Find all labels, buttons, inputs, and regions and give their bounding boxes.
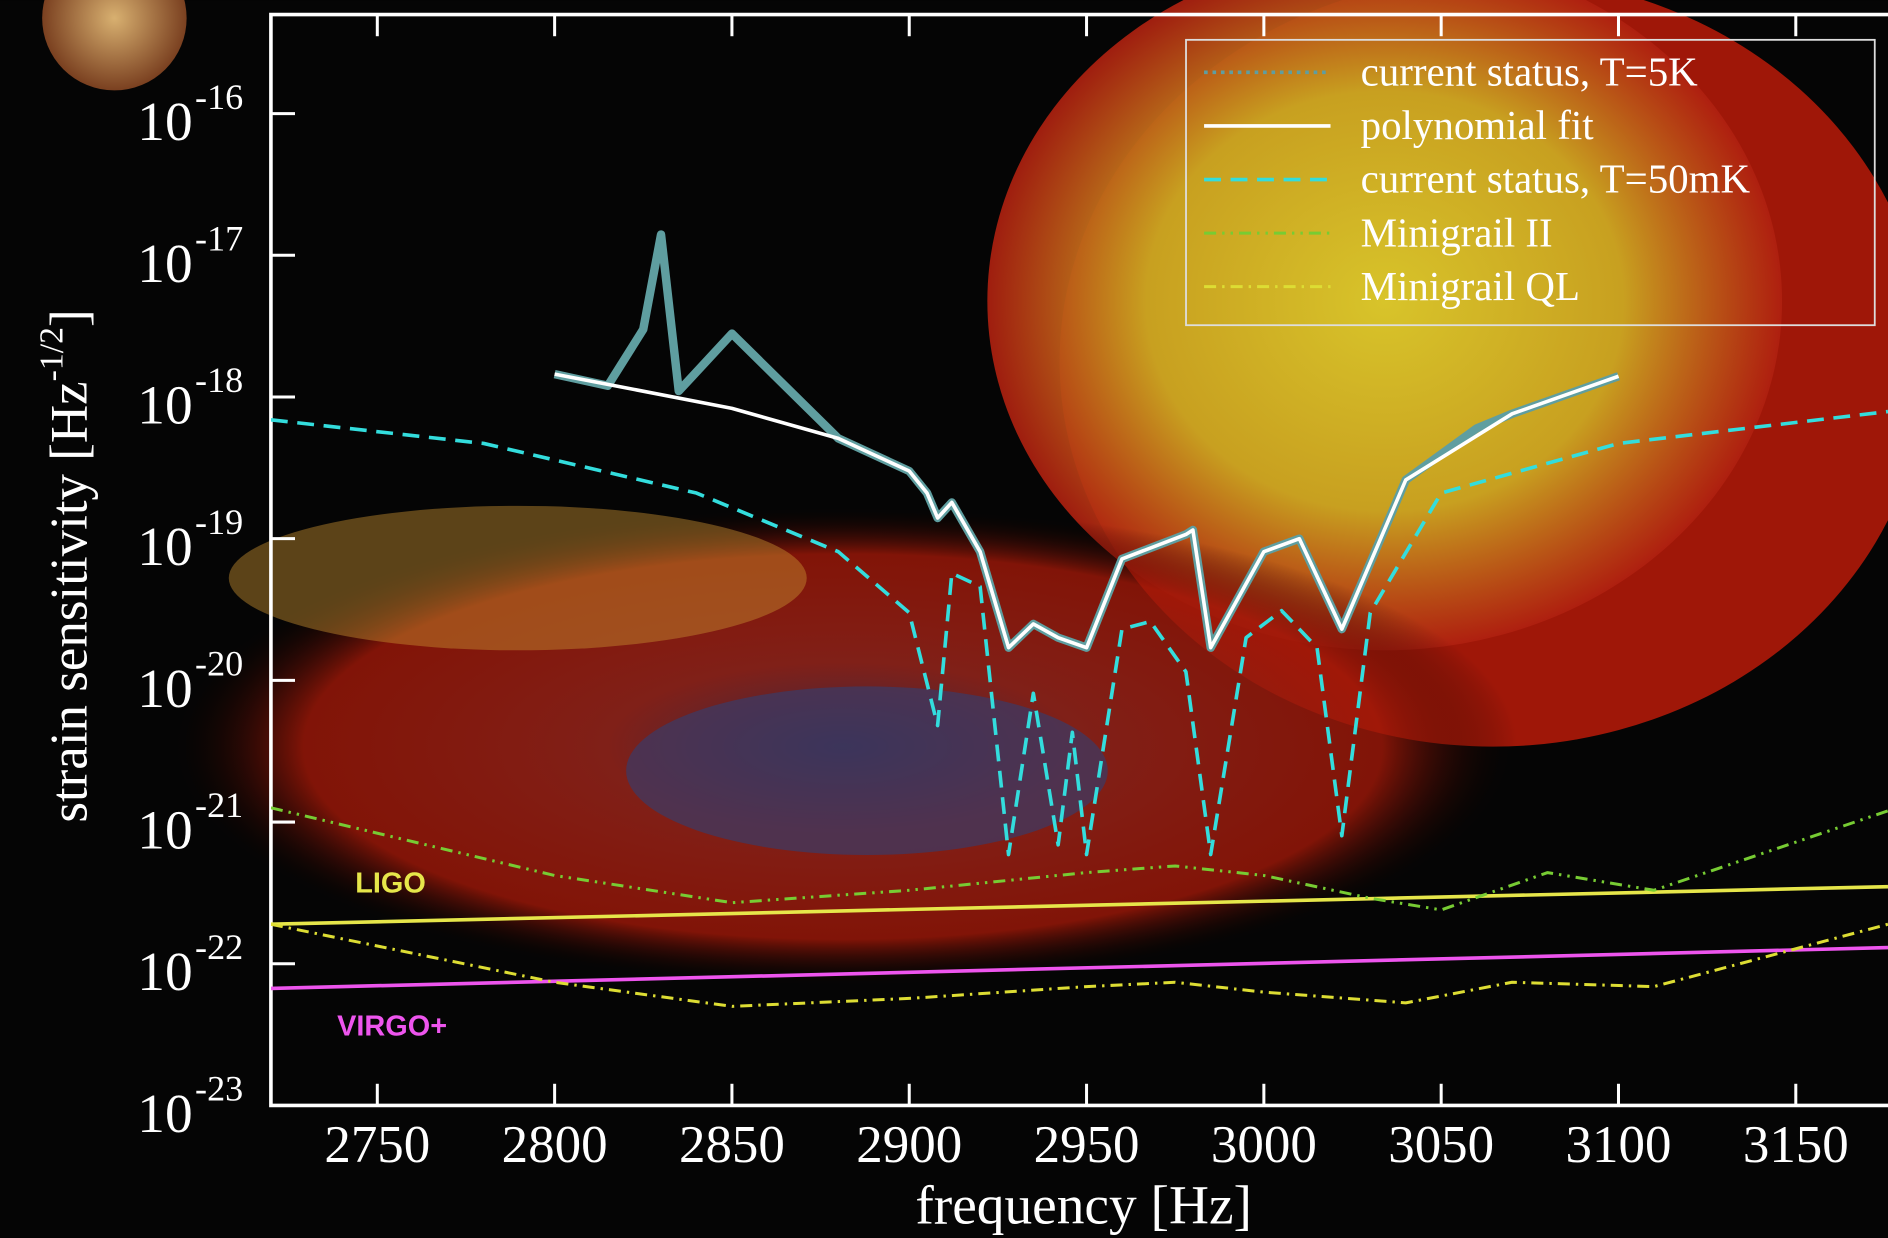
y-axis-label-text: strain sensitivity [Hz	[41, 381, 99, 822]
x-tick-label: 2950	[1034, 1116, 1140, 1174]
legend-label: current status, T=5K	[1361, 50, 1699, 95]
x-tick-label: 3150	[1743, 1116, 1849, 1174]
x-tick-label: 2850	[679, 1116, 785, 1174]
y-tick-label: 10	[137, 374, 192, 435]
y-tick-exponent: -17	[195, 218, 243, 258]
x-axis-label: frequency [Hz]	[915, 1174, 1252, 1235]
chart: frequency [Hz] strain sensitivity [Hz-1/…	[0, 0, 1888, 1238]
y-tick-label: 10	[137, 91, 192, 152]
x-tick-label: 3050	[1388, 1116, 1494, 1174]
y-tick-label: 10	[137, 941, 192, 1002]
y-tick-exponent: -23	[195, 1069, 243, 1109]
y-axis-label: strain sensitivity [Hz-1/2]	[34, 309, 99, 822]
y-axis-label-suffix: ]	[41, 309, 99, 327]
x-tick-label: 3100	[1566, 1116, 1672, 1174]
legend-label: Minigrail QL	[1361, 264, 1580, 309]
reference-label: LIGO	[355, 867, 426, 899]
x-tick-label: 2800	[502, 1116, 608, 1174]
y-tick-label: 10	[137, 658, 192, 719]
y-tick-exponent: -16	[195, 77, 243, 117]
x-tick-label: 2750	[324, 1116, 430, 1174]
legend-label: current status, T=50mK	[1361, 157, 1751, 202]
y-tick-label: 10	[137, 800, 192, 861]
page: frequency [Hz] strain sensitivity [Hz-1/…	[0, 0, 1888, 1238]
background-blob	[229, 506, 807, 650]
y-tick-exponent: -19	[195, 502, 243, 542]
legend-label: Minigrail II	[1361, 210, 1553, 255]
legend-label: polynomial fit	[1361, 103, 1595, 148]
y-tick-label: 10	[137, 233, 192, 294]
y-tick-exponent: -18	[195, 360, 243, 400]
y-tick-exponent: -21	[195, 785, 243, 825]
y-tick-label: 10	[137, 516, 192, 577]
y-axis-label-exponent: -1/2	[34, 327, 71, 381]
y-tick-exponent: -20	[195, 644, 243, 684]
y-tick-label: 10	[137, 1083, 192, 1144]
x-tick-label: 3000	[1211, 1116, 1317, 1174]
y-tick-exponent: -22	[195, 927, 243, 967]
reference-label: VIRGO+	[337, 1011, 447, 1043]
x-tick-label: 2900	[856, 1116, 962, 1174]
